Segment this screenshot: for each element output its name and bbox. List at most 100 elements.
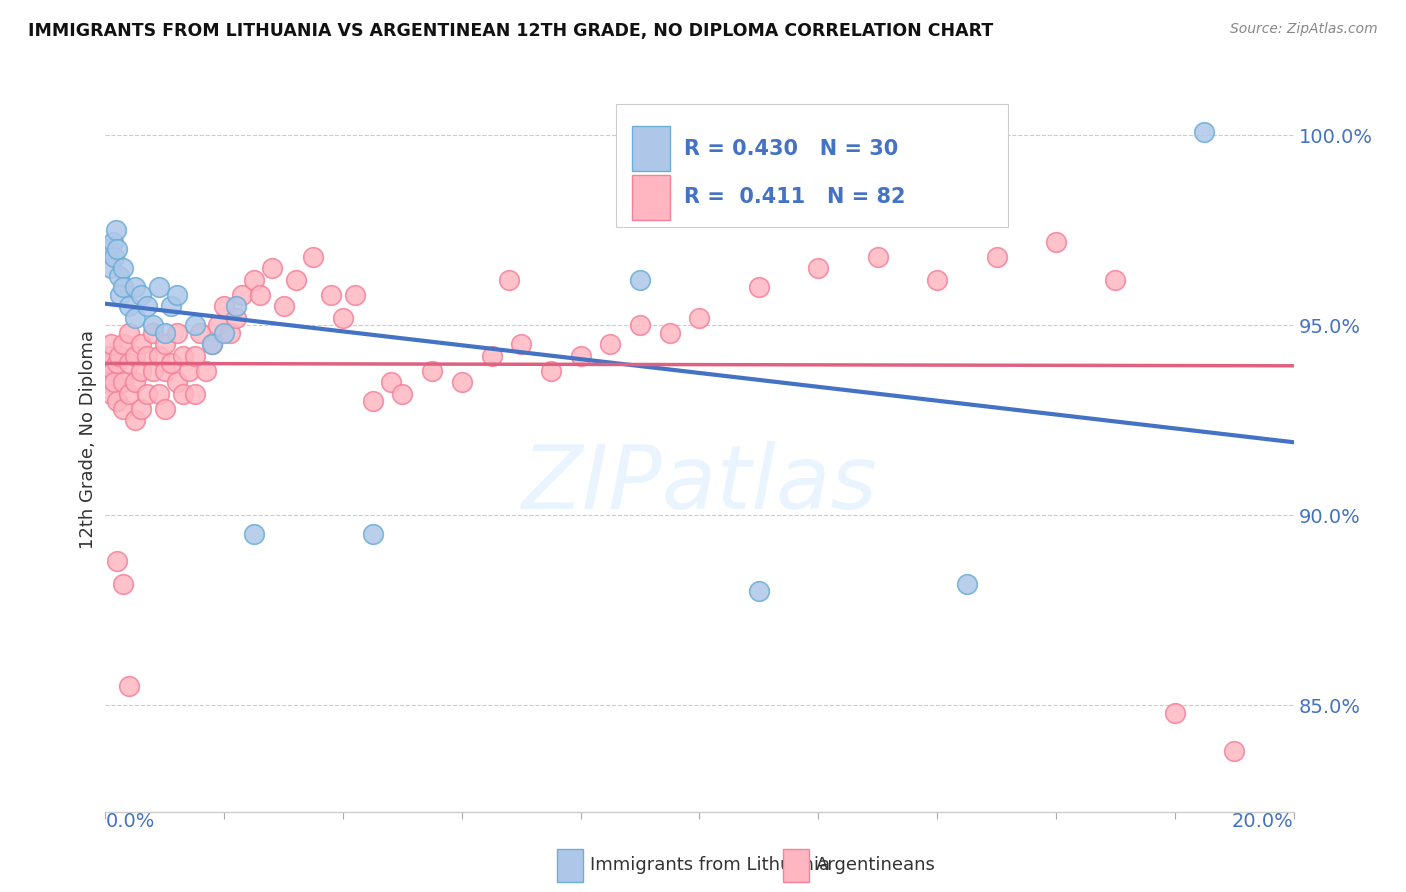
Point	[420, 364, 443, 378]
Point	[98, 349, 121, 363]
Point	[183, 318, 205, 333]
Point	[195, 364, 218, 378]
Point	[498, 273, 520, 287]
Point	[153, 364, 176, 378]
Text: IMMIGRANTS FROM LITHUANIA VS ARGENTINEAN 12TH GRADE, NO DIPLOMA CORRELATION CHAR: IMMIGRANTS FROM LITHUANIA VS ARGENTINEAN…	[28, 22, 994, 40]
Point	[107, 349, 129, 363]
Point	[153, 401, 176, 416]
Y-axis label: 12th Grade, No Diploma: 12th Grade, No Diploma	[79, 330, 97, 549]
Point	[391, 386, 413, 401]
Point	[105, 554, 128, 568]
Point	[284, 273, 307, 287]
Point	[112, 280, 135, 294]
Point	[201, 337, 224, 351]
Point	[510, 337, 533, 351]
Point	[118, 386, 141, 401]
Text: 20.0%: 20.0%	[1232, 812, 1294, 830]
Point	[136, 349, 159, 363]
Point	[103, 376, 125, 390]
Point	[243, 273, 266, 287]
FancyBboxPatch shape	[557, 848, 583, 882]
Point	[107, 268, 129, 283]
FancyBboxPatch shape	[631, 175, 669, 219]
Point	[124, 349, 146, 363]
Point	[124, 413, 146, 427]
Point	[986, 250, 1008, 264]
Point	[225, 299, 247, 313]
Point	[927, 273, 949, 287]
Point	[112, 576, 135, 591]
Point	[214, 326, 236, 340]
Point	[219, 326, 242, 340]
Point	[183, 349, 205, 363]
FancyBboxPatch shape	[616, 104, 1008, 227]
Point	[105, 242, 128, 256]
FancyBboxPatch shape	[631, 127, 669, 171]
FancyBboxPatch shape	[783, 848, 808, 882]
Point	[214, 299, 236, 313]
Point	[112, 261, 135, 276]
Point	[142, 318, 165, 333]
Point	[142, 326, 165, 340]
Point	[807, 261, 830, 276]
Point	[201, 337, 224, 351]
Point	[148, 280, 170, 294]
Point	[956, 576, 979, 591]
Point	[118, 299, 141, 313]
Point	[540, 364, 562, 378]
Point	[260, 261, 283, 276]
Point	[866, 250, 889, 264]
Point	[748, 280, 770, 294]
Point	[628, 318, 651, 333]
Text: Argentineans: Argentineans	[815, 856, 936, 874]
Point	[302, 250, 325, 264]
Point	[190, 326, 212, 340]
Point	[148, 349, 170, 363]
Point	[332, 310, 354, 325]
Point	[124, 376, 146, 390]
Point	[166, 376, 188, 390]
Point	[129, 288, 152, 302]
Point	[136, 299, 159, 313]
Point	[225, 310, 247, 325]
Point	[172, 349, 194, 363]
Point	[172, 386, 194, 401]
Point	[124, 280, 146, 294]
Point	[105, 394, 128, 409]
Point	[243, 527, 266, 541]
Point	[105, 223, 128, 237]
Point	[153, 337, 176, 351]
Point	[361, 394, 384, 409]
Point	[112, 401, 135, 416]
Point	[100, 261, 122, 276]
Point	[100, 337, 122, 351]
Point	[96, 376, 118, 390]
Point	[273, 299, 295, 313]
Point	[1194, 124, 1216, 138]
Point	[1045, 235, 1067, 249]
Text: R =  0.411   N = 82: R = 0.411 N = 82	[685, 187, 905, 207]
Point	[166, 326, 188, 340]
Point	[207, 318, 229, 333]
Point	[1223, 744, 1246, 758]
Point	[599, 337, 621, 351]
Point	[249, 288, 271, 302]
Point	[103, 250, 125, 264]
Point	[481, 349, 503, 363]
Point	[129, 337, 152, 351]
Text: 0.0%: 0.0%	[105, 812, 155, 830]
Point	[112, 376, 135, 390]
Point	[105, 356, 128, 370]
Point	[628, 273, 651, 287]
Point	[101, 235, 124, 249]
Point	[129, 364, 152, 378]
Point	[166, 288, 188, 302]
Point	[153, 326, 176, 340]
Point	[118, 356, 141, 370]
Point	[1104, 273, 1126, 287]
Point	[97, 242, 120, 256]
Point	[231, 288, 253, 302]
Point	[112, 337, 135, 351]
Text: ZIPatlas: ZIPatlas	[522, 441, 877, 527]
Point	[142, 364, 165, 378]
